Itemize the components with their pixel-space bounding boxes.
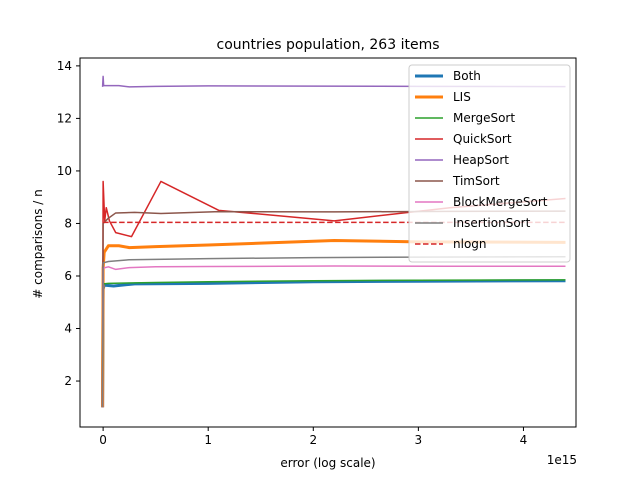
y-tick-label: 10: [57, 164, 72, 178]
legend-label-insertionsort: InsertionSort: [453, 216, 531, 230]
series-line-mergesort: [101, 279, 566, 408]
x-tick-label: 3: [415, 433, 423, 447]
x-tick-label: 1: [204, 433, 212, 447]
chart-title: countries population, 263 items: [217, 37, 440, 53]
legend-label-heapsort: HeapSort: [453, 153, 509, 167]
series-line-quicksort: [101, 180, 566, 408]
x-axis-label: error (log scale): [280, 456, 375, 470]
legend-label-quicksort: QuickSort: [453, 132, 512, 146]
legend-label-nlogn: nlogn: [453, 237, 487, 251]
y-tick-label: 4: [64, 322, 72, 336]
y-tick-label: 2: [64, 374, 72, 388]
plot-frame: [79, 57, 577, 428]
legend-box: [408, 64, 571, 263]
legend-label-lis: LIS: [453, 90, 471, 104]
series-line-blockmergesort: [101, 265, 566, 408]
y-tick-label: 14: [57, 59, 72, 73]
y-tick-label: 8: [64, 216, 72, 230]
series-line-insertionsort: [101, 256, 566, 408]
y-tick-label: 12: [57, 111, 72, 125]
legend: Both LIS MergeSort QuickSort HeapSort TimSort…: [408, 64, 571, 263]
x-tick-label: 0: [99, 433, 107, 447]
series-line-timsort: [101, 210, 566, 408]
x-tick-label: 4: [520, 433, 528, 447]
x-axis-offset-label: 1e15: [547, 453, 577, 467]
y-axis-label: # comparisons / n: [31, 189, 45, 298]
legend-label-mergesort: MergeSort: [453, 111, 515, 125]
legend-label-both: Both: [453, 69, 481, 83]
x-tick-label: 2: [309, 433, 317, 447]
series-line-lis: [101, 239, 566, 408]
legend-label-blockmergesort: BlockMergeSort: [453, 195, 548, 209]
y-tick-label: 6: [64, 269, 72, 283]
series-line-heapsort: [101, 75, 566, 88]
legend-label-timsort: TimSort: [452, 174, 500, 188]
series-layer: [101, 75, 566, 408]
